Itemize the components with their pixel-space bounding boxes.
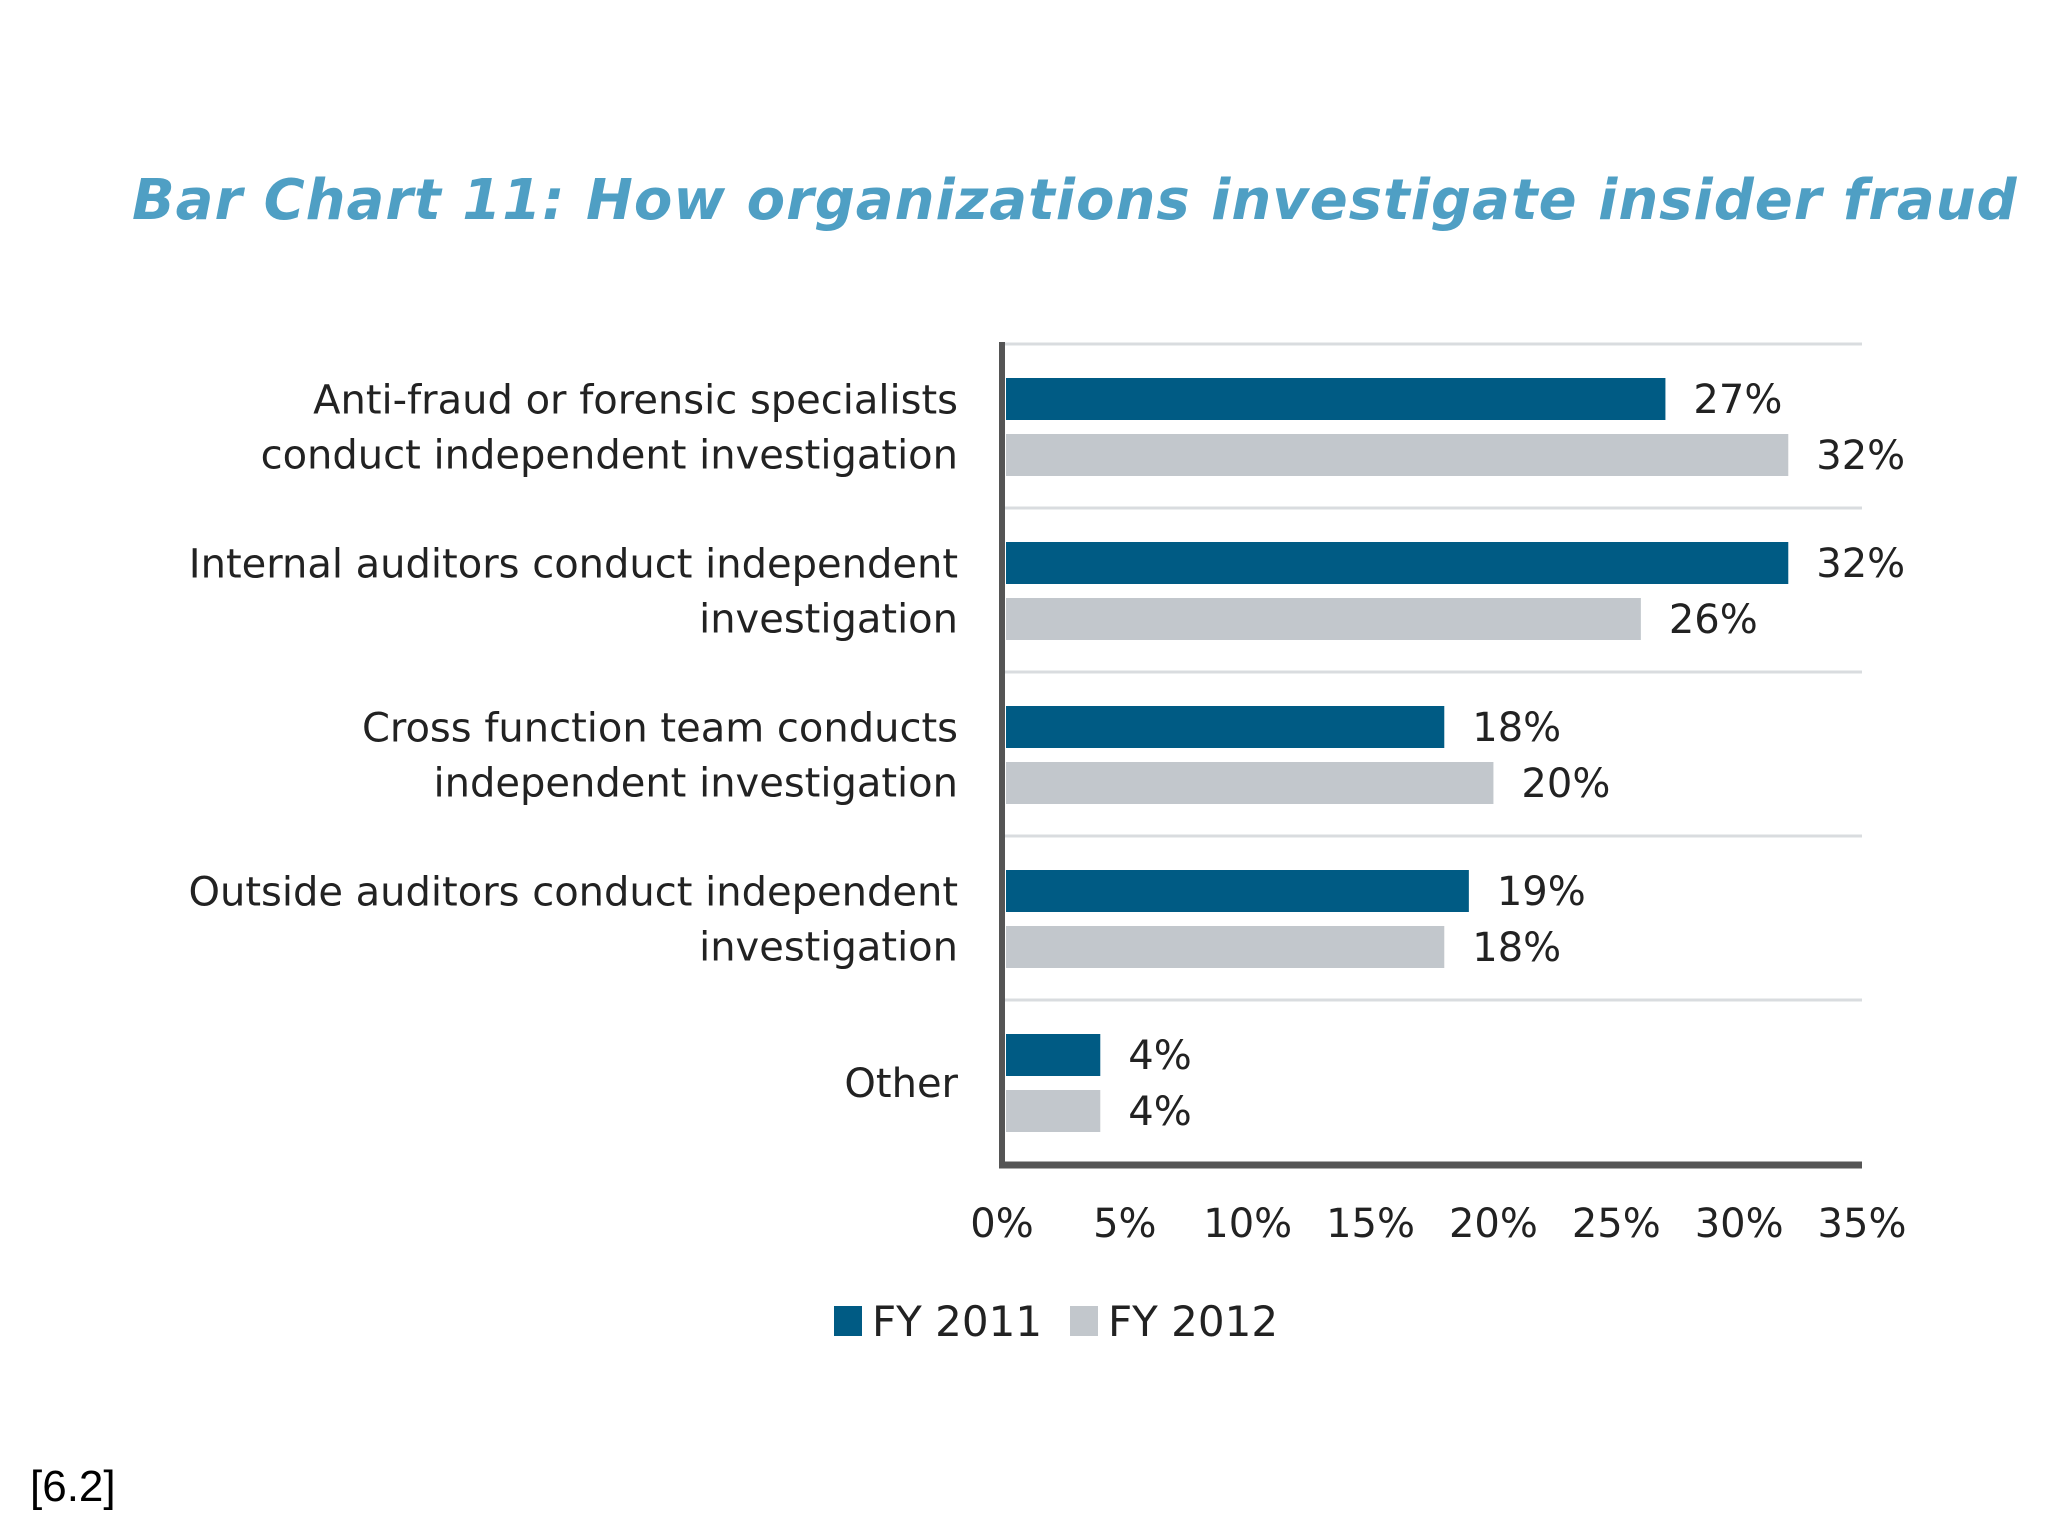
x-tick-label: 25%	[1572, 1201, 1661, 1247]
category-label-line: independent investigation	[434, 761, 958, 807]
x-tick-label: 0%	[970, 1201, 1033, 1247]
x-tick-label: 20%	[1449, 1201, 1538, 1247]
data-label: 18%	[1472, 705, 1561, 751]
category-label-line: Internal auditors conduct independent	[189, 542, 958, 588]
bar-fy-2011	[1006, 542, 1789, 584]
category-label-line: Other	[844, 1061, 958, 1107]
x-tick-label: 35%	[1818, 1201, 1907, 1247]
x-tick-label: 15%	[1326, 1201, 1415, 1247]
legend-swatch	[834, 1306, 862, 1336]
data-label: 4%	[1128, 1033, 1191, 1079]
category-label-line: investigation	[699, 597, 958, 643]
x-tick-label: 5%	[1093, 1201, 1156, 1247]
chart-title: Bar Chart 11: How organizations investig…	[132, 168, 2018, 233]
x-tick-label: 30%	[1695, 1201, 1784, 1247]
data-label: 18%	[1472, 925, 1561, 971]
x-tick-label: 10%	[1203, 1201, 1292, 1247]
bar-fy-2012	[1006, 598, 1641, 640]
category-label-line: investigation	[699, 925, 958, 971]
category-label: Outside auditors conduct independent inve…	[188, 870, 958, 971]
footnote: [6.2]	[30, 1462, 116, 1511]
bar-fy-2011	[1006, 706, 1445, 748]
data-label: 32%	[1816, 541, 1905, 587]
category-label-line: Cross function team conducts	[362, 706, 958, 752]
bar-fy-2012	[1006, 1090, 1101, 1132]
bar-fy-2011	[1006, 378, 1666, 420]
category-label-line: conduct independent investigation	[261, 433, 958, 479]
data-label: 19%	[1497, 869, 1586, 915]
legend-label: FY 2012	[1108, 1297, 1278, 1346]
category-label: Cross function team conducts independent …	[362, 706, 958, 807]
bar-fy-2011	[1006, 1034, 1101, 1076]
category-label-line: Anti-fraud or forensic specialists	[313, 378, 958, 424]
bar-fy-2012	[1006, 926, 1445, 968]
data-label: 32%	[1816, 433, 1905, 479]
data-label: 20%	[1521, 761, 1610, 807]
legend-swatch	[1070, 1306, 1098, 1336]
data-label: 26%	[1669, 597, 1758, 643]
bar-fy-2011	[1006, 870, 1469, 912]
data-label: 4%	[1128, 1089, 1191, 1135]
data-label: 27%	[1693, 377, 1782, 423]
legend-label: FY 2011	[872, 1297, 1042, 1346]
bar-fy-2012	[1006, 762, 1494, 804]
category-label: Anti-fraud or forensic specialists conduc…	[261, 378, 958, 479]
bar-fy-2012	[1006, 434, 1789, 476]
category-label-line: Outside auditors conduct independent	[188, 870, 958, 916]
category-label: Other	[844, 1061, 958, 1107]
category-label: Internal auditors conduct independent inv…	[189, 542, 958, 643]
